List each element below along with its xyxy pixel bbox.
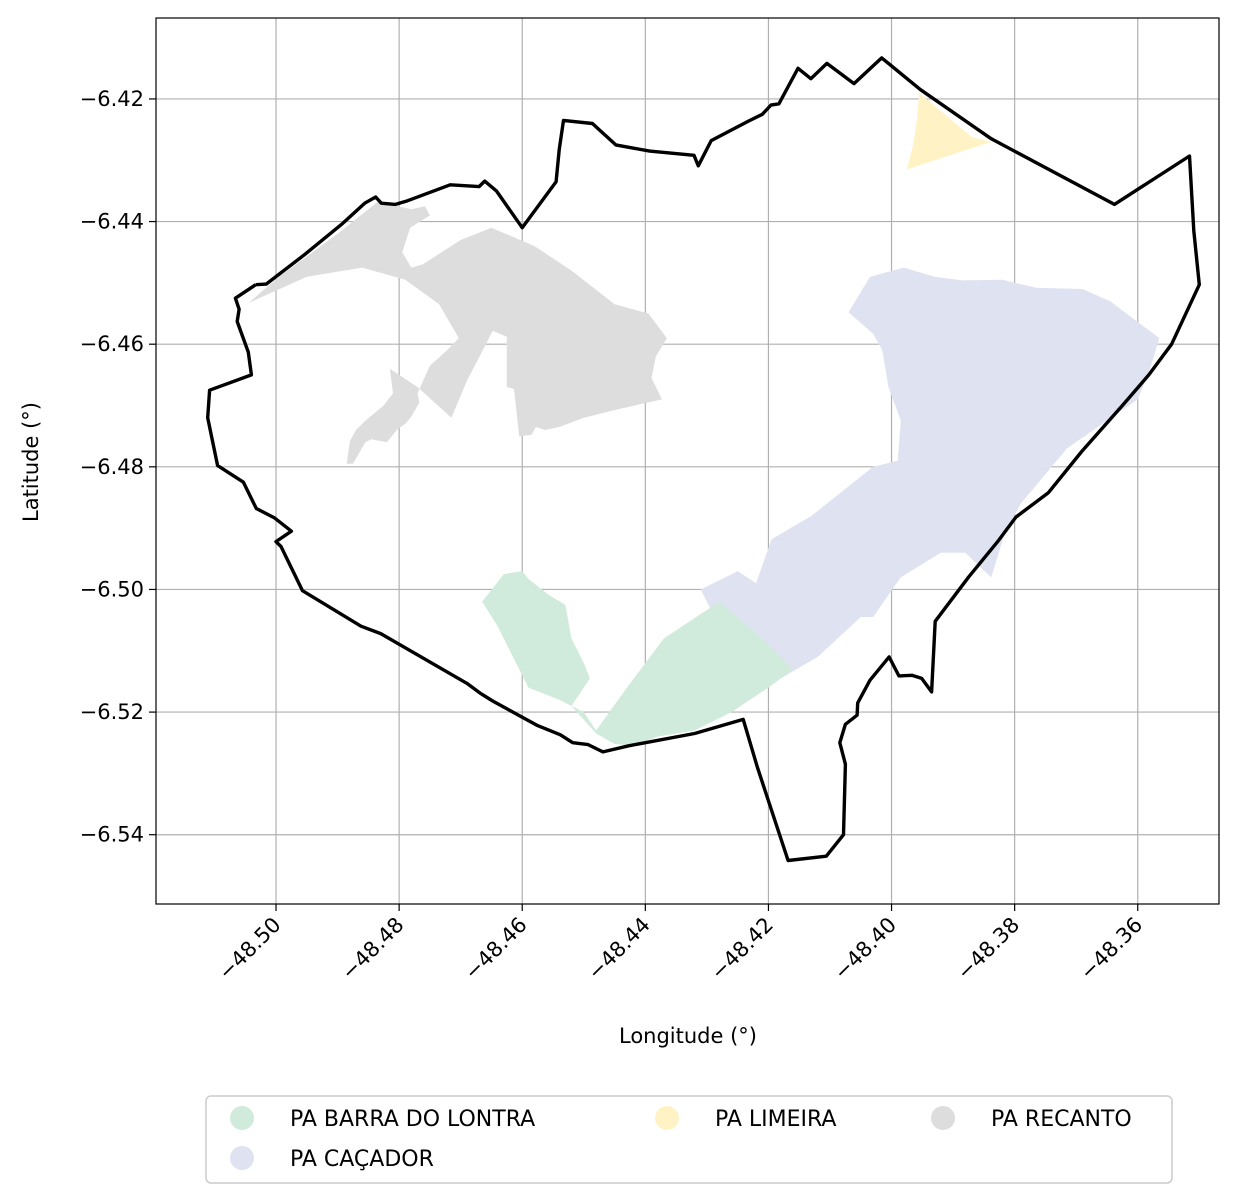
- y-tick-label: −6.52: [80, 700, 144, 724]
- y-tick-label: −6.54: [80, 823, 144, 847]
- legend-label: PA CAÇADOR: [290, 1147, 434, 1172]
- legend-label: PA LIMEIRA: [715, 1107, 836, 1132]
- y-tick-label: −6.50: [80, 577, 144, 601]
- y-tick-label: −6.46: [80, 332, 144, 356]
- area-pa-limeira: [906, 92, 992, 170]
- legend-marker-limeira: [655, 1106, 679, 1130]
- legend-box: [205, 1095, 1173, 1184]
- municipality-boundary-layer: [205, 56, 1202, 863]
- legend-marker-recanto: [931, 1106, 955, 1130]
- x-axis-title: Longitude (°): [619, 1024, 757, 1048]
- legend-marker-cacador: [230, 1146, 254, 1170]
- legend-label: PA RECANTO: [991, 1107, 1132, 1132]
- y-tick-label: −6.48: [80, 455, 144, 479]
- area-pa-recanto: [248, 201, 667, 464]
- y-axis-ticks: −6.42 −6.44 −6.46 −6.48 −6.50 −6.52 −6.54: [80, 87, 156, 847]
- y-axis-title: Latitude (°): [19, 402, 43, 522]
- legend-item-barra-do-lontra: PA BARRA DO LONTRA: [230, 1106, 535, 1132]
- legend-item-cacador: PA CAÇADOR: [230, 1146, 434, 1172]
- protected-areas: [248, 92, 1160, 746]
- legend-item-recanto: PA RECANTO: [931, 1106, 1132, 1132]
- plot-frame: [155, 17, 1220, 905]
- area-pa-cacador: [700, 267, 1160, 679]
- legend-marker-barra-do-lontra: [230, 1106, 254, 1130]
- y-tick-label: −6.42: [80, 87, 144, 111]
- legend: PA BARRA DO LONTRA PA CAÇADOR PA LIMEIRA…: [205, 1095, 1173, 1184]
- area-pa-barra-do-lontra: [482, 571, 794, 746]
- municipality-boundary: [205, 56, 1202, 863]
- legend-item-limeira: PA LIMEIRA: [655, 1106, 836, 1132]
- y-tick-label: −6.44: [80, 210, 144, 234]
- legend-label: PA BARRA DO LONTRA: [290, 1107, 535, 1132]
